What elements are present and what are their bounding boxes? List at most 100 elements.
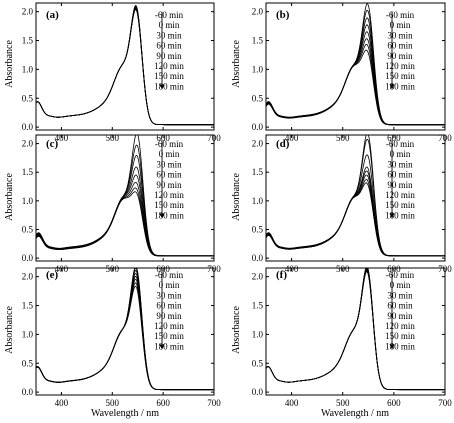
legend-entry: 90 min [156, 51, 182, 61]
y-tick-label: 1.5 [252, 301, 264, 311]
y-tick-label: 1.0 [252, 64, 264, 74]
spectrum-line [36, 6, 214, 126]
spectrum-line [36, 282, 214, 391]
y-tick-label: 2.0 [252, 139, 264, 149]
spectrum-line [36, 268, 214, 391]
y-tick-label: 0.5 [22, 358, 34, 368]
legend-entry: 0 min [390, 149, 411, 159]
spectra-group [36, 5, 214, 126]
spectrum-line [266, 154, 445, 257]
legend-entry: 150 min [385, 71, 415, 81]
legend-entry: 30 min [156, 30, 182, 40]
spectrum-line [36, 268, 214, 391]
legend-entry: 0 min [390, 20, 411, 30]
spectrum-line [266, 31, 445, 126]
plot-frame [35, 267, 215, 396]
panel-label: (e) [46, 269, 59, 281]
spectrum-line [266, 270, 445, 391]
spectra-group [266, 3, 445, 126]
spectrum-line [36, 166, 214, 257]
legend-entry: 0 min [159, 20, 180, 30]
spectrum-line [266, 268, 445, 391]
spectrum-line [36, 144, 214, 257]
spectrum-line [266, 44, 445, 126]
legend-entry: 60 min [387, 301, 413, 311]
legend-entry: 60 min [387, 170, 413, 180]
plot-frame [265, 267, 446, 396]
spectrum-line [36, 191, 214, 257]
y-tick-label: 0.5 [252, 358, 264, 368]
legend-entry: 120 min [385, 61, 415, 71]
legend-entry: 30 min [387, 159, 413, 169]
spectrum-line [266, 49, 445, 126]
legend-entry: 60 min [156, 41, 182, 51]
spectrum-line [36, 8, 214, 126]
spectrum-line [266, 182, 445, 257]
spectrum-line [36, 5, 214, 126]
y-tick-label: 0.0 [252, 122, 264, 132]
spectrum-line [36, 7, 214, 126]
y-tick-label: 0.0 [252, 387, 264, 397]
y-tick-label: 0.0 [252, 253, 264, 263]
y-tick-label: 0.0 [22, 122, 34, 132]
spectrum-line [36, 174, 214, 257]
y-tick-label: 1.5 [22, 36, 34, 46]
legend-entry: -60 min [386, 270, 415, 280]
y-axis-label-right: Absorbance [231, 306, 242, 354]
spectra-group [266, 268, 445, 391]
spectrum-line [266, 9, 445, 126]
y-tick-label: 1.5 [252, 167, 264, 177]
spectrum-line [36, 155, 214, 257]
legend-entry: 180 min [154, 81, 184, 91]
y-tick-label: 1.0 [22, 196, 34, 206]
legend-entry: 90 min [387, 180, 413, 190]
y-axis-label-left: Absorbance [4, 306, 15, 354]
x-axis-label-left: Wavelength / nm [91, 408, 159, 419]
x-tick-label: 600 [156, 398, 170, 408]
spectra-group [36, 268, 214, 391]
spectrum-line [36, 270, 214, 391]
panel-label: (c) [46, 138, 59, 150]
x-tick-label: 600 [387, 398, 401, 408]
spectrum-line [266, 138, 445, 257]
time-arrow-head [389, 84, 395, 90]
y-tick-label: 0.5 [252, 225, 264, 235]
spectrum-line [36, 6, 214, 126]
legend-entry: 30 min [156, 159, 182, 169]
y-tick-label: 1.0 [252, 329, 264, 339]
y-tick-label: 0.0 [22, 253, 34, 263]
spectrum-line [266, 166, 445, 257]
spectrum-line [266, 268, 445, 391]
y-tick-label: 2.0 [252, 7, 264, 17]
legend-entry: 180 min [154, 210, 184, 220]
spectra-group [266, 135, 445, 257]
y-tick-label: 0.0 [22, 387, 34, 397]
y-tick-label: 2.0 [22, 7, 34, 17]
spectrum-line [36, 272, 214, 391]
y-tick-label: 2.0 [252, 272, 264, 282]
legend-entry: 60 min [156, 301, 182, 311]
x-tick-label: 700 [438, 398, 452, 408]
legend-entry: 120 min [154, 321, 184, 331]
legend-entry: -60 min [386, 139, 415, 149]
legend-entry: 180 min [385, 81, 415, 91]
spectrum-line [266, 170, 445, 257]
x-tick-label: 400 [55, 398, 69, 408]
legend-entry: 120 min [385, 321, 415, 331]
legend-entry: 30 min [387, 30, 413, 40]
panel-label: (a) [46, 9, 59, 21]
time-arrow-head [159, 213, 165, 219]
x-tick-label: 400 [285, 398, 299, 408]
y-tick-label: 1.5 [22, 167, 34, 177]
legend-entry: 0 min [159, 280, 180, 290]
x-tick-label: 700 [207, 398, 221, 408]
y-tick-label: 2.0 [22, 272, 34, 282]
spectrum-line [266, 268, 445, 391]
legend-entry: 90 min [387, 51, 413, 61]
